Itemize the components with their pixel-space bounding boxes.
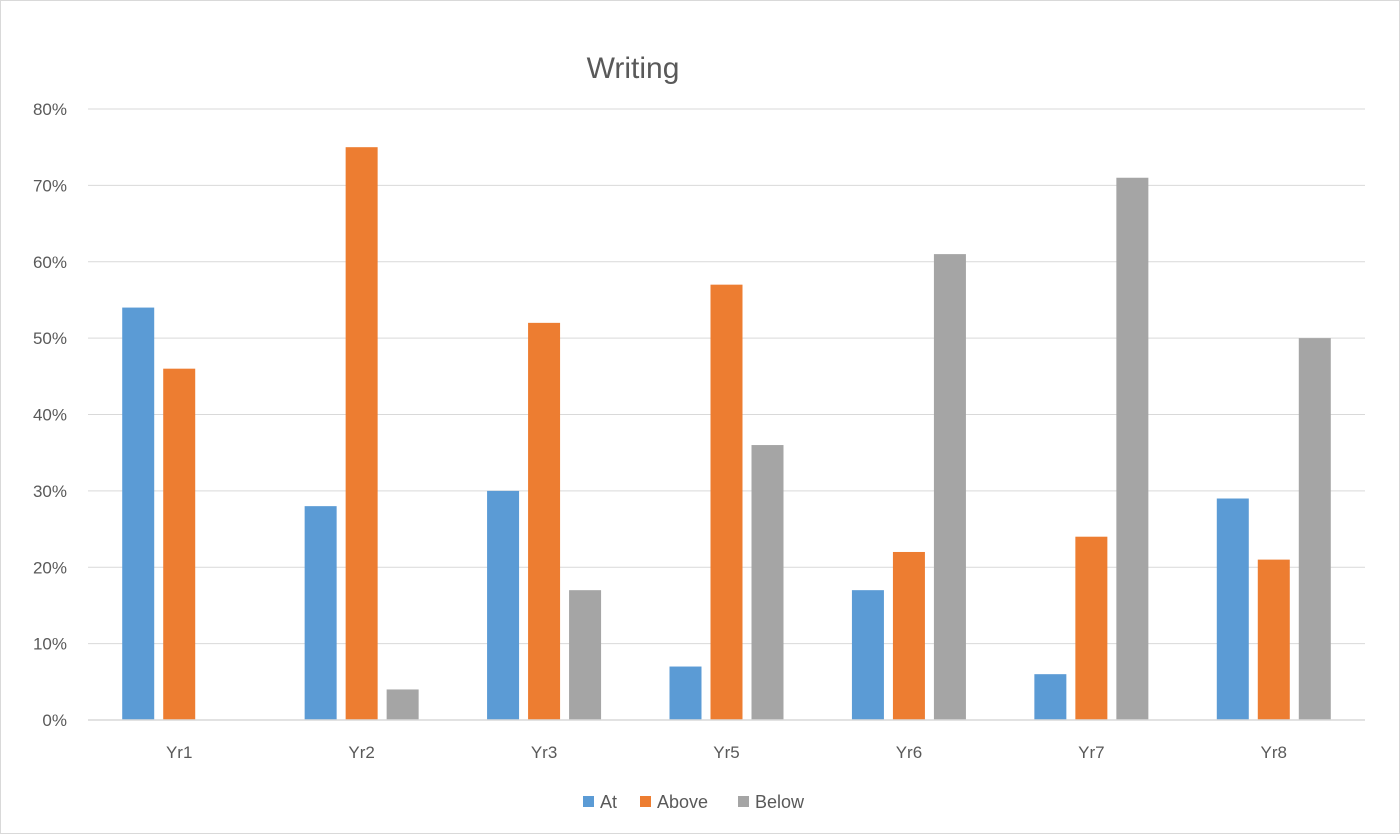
bar-below-yr2 [386,689,419,720]
bar-at-yr1 [122,307,155,720]
bar-above-yr8 [1257,559,1290,720]
x-tick-label: Yr6 [896,743,922,762]
bar-at-yr2 [304,506,337,720]
y-tick-label: 10% [33,635,67,654]
bar-below-yr5 [751,445,784,720]
bar-above-yr1 [163,368,196,720]
bar-above-yr2 [345,147,378,720]
x-tick-label: Yr8 [1261,743,1287,762]
bar-above-yr3 [528,322,561,720]
x-axis-ticks: Yr1 Yr2 Yr3 Yr5 Yr6 Yr7 Yr8 [166,743,1287,762]
bar-at-yr3 [487,490,520,720]
y-tick-label: 0% [42,711,67,730]
legend: At Above Below [583,792,805,812]
bar-above-yr5 [710,284,743,720]
y-axis-ticks: 0% 10% 20% 30% 40% 50% 60% 70% 80% [33,100,67,730]
bar-above-yr7 [1075,536,1108,720]
bar-below-yr8 [1298,338,1331,720]
bars [122,147,1331,721]
y-tick-label: 80% [33,100,67,119]
x-tick-label: Yr3 [531,743,557,762]
bar-below-yr7 [1116,177,1149,721]
legend-swatch-below [738,796,749,807]
y-tick-label: 40% [33,406,67,425]
bar-above-yr6 [892,551,925,720]
legend-label-at: At [600,792,617,812]
bar-at-yr8 [1216,498,1249,720]
legend-label-above: Above [657,792,708,812]
x-tick-label: Yr1 [166,743,192,762]
y-tick-label: 50% [33,329,67,348]
chart-title: Writing [587,52,680,85]
x-tick-label: Yr7 [1078,743,1104,762]
bar-at-yr5 [669,666,702,720]
legend-swatch-at [583,796,594,807]
y-tick-label: 70% [33,176,67,195]
bar-at-yr6 [851,590,884,720]
legend-label-below: Below [755,792,805,812]
bar-below-yr3 [569,590,602,720]
bar-at-yr7 [1034,674,1067,720]
x-tick-label: Yr5 [713,743,739,762]
y-tick-label: 20% [33,558,67,577]
x-tick-label: Yr2 [348,743,374,762]
y-tick-label: 60% [33,253,67,272]
y-tick-label: 30% [33,482,67,501]
bar-below-yr6 [933,254,966,721]
legend-swatch-above [640,796,651,807]
